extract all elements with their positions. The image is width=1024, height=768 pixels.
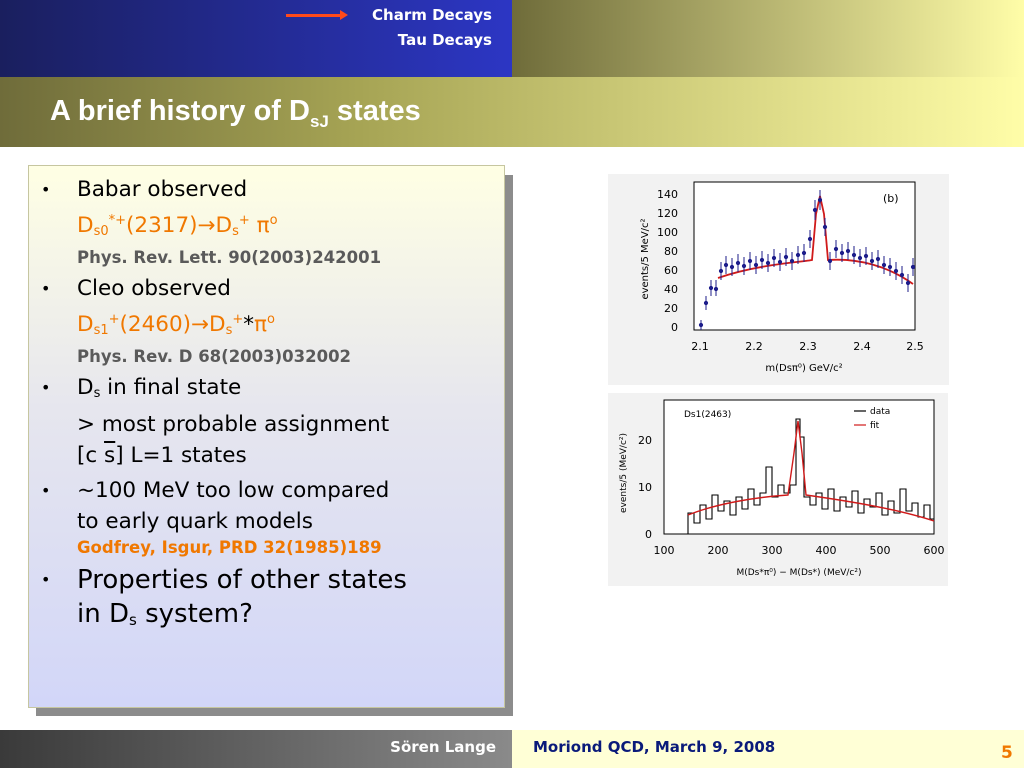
reference: Godfrey, Isgur, PRD 32(1985)189 <box>77 538 382 557</box>
x-tick: 2.4 <box>853 340 871 353</box>
y-tick: 0 <box>671 321 678 334</box>
legend-data: data <box>870 407 890 417</box>
x-tick: 2.2 <box>745 340 763 353</box>
slide-title: A brief history of DsJ states <box>50 95 421 131</box>
content-box: Babar observed Ds0*+(2317)→Ds+ πo Phys. … <box>28 165 505 708</box>
list-item: Properties of other states in Ds system? <box>41 563 491 637</box>
babar-plot-svg: 140 120 100 80 60 40 20 0 2.1 2.2 2.3 2.… <box>640 181 924 374</box>
panel-label: (b) <box>883 192 899 205</box>
list-item: Cleo observed Ds1+(2460)→Ds+*πo Phys. Re… <box>41 273 491 368</box>
y-tick: 100 <box>657 226 678 239</box>
data-histogram <box>687 418 934 534</box>
header-left-band <box>0 0 512 77</box>
footer-conference: Moriond QCD, March 9, 2008 <box>533 738 776 756</box>
footer-author: Sören Lange <box>390 738 496 756</box>
x-axis-label: M(Ds*π⁰) − M(Ds*) (MeV/c²) <box>736 568 861 578</box>
current-section-arrow-icon <box>286 10 348 20</box>
y-tick: 20 <box>664 302 678 315</box>
x-tick: 100 <box>654 544 675 557</box>
nav-charm-decays[interactable]: Charm Decays <box>372 6 492 24</box>
y-tick: 0 <box>645 528 652 541</box>
page-number: 5 <box>1001 743 1013 763</box>
x-tick: 2.1 <box>691 340 709 353</box>
y-tick: 80 <box>664 245 678 258</box>
y-tick: 60 <box>664 264 678 277</box>
legend-fit: fit <box>870 421 880 431</box>
reference: Phys. Rev. D 68(2003)032002 <box>77 347 352 366</box>
x-tick: 200 <box>708 544 729 557</box>
footer-right-band <box>512 730 1024 768</box>
list-item: Ds in final state > most probable assign… <box>41 372 491 471</box>
fit-curve <box>687 420 935 522</box>
x-tick: 400 <box>816 544 837 557</box>
cleo-plot: 20 10 0 100 200 300 400 500 600 Ds1(2463… <box>608 393 948 586</box>
nav-tau-decays[interactable]: Tau Decays <box>397 31 492 49</box>
x-tick: 2.3 <box>799 340 817 353</box>
x-axis-label: m(Dsπ⁰) GeV/c² <box>765 363 842 374</box>
y-axis-label: events/5 (MeV/c²) <box>619 433 629 513</box>
header-right-band <box>512 0 1024 77</box>
panel-label: Ds1(2463) <box>684 410 731 420</box>
data-points <box>698 190 916 330</box>
y-axis-label: events/5 MeV/c² <box>640 218 651 299</box>
title-bar <box>0 77 1024 147</box>
list-item: ~100 MeV too low compared to early quark… <box>41 475 491 559</box>
cleo-plot-svg: 20 10 0 100 200 300 400 500 600 Ds1(2463… <box>619 399 945 578</box>
footer-left-band <box>0 730 512 768</box>
list-item: Babar observed Ds0*+(2317)→Ds+ πo Phys. … <box>41 174 491 269</box>
reference: Phys. Rev. Lett. 90(2003)242001 <box>77 248 382 267</box>
bullet-list: Babar observed Ds0*+(2317)→Ds+ πo Phys. … <box>41 174 491 641</box>
y-tick: 10 <box>638 481 652 494</box>
x-tick: 2.5 <box>906 340 924 353</box>
y-tick: 20 <box>638 434 652 447</box>
y-tick: 120 <box>657 207 678 220</box>
x-tick: 600 <box>924 544 945 557</box>
babar-plot: 140 120 100 80 60 40 20 0 2.1 2.2 2.3 2.… <box>608 174 949 385</box>
x-tick: 300 <box>762 544 783 557</box>
x-tick: 500 <box>870 544 891 557</box>
y-tick: 140 <box>657 188 678 201</box>
y-tick: 40 <box>664 283 678 296</box>
